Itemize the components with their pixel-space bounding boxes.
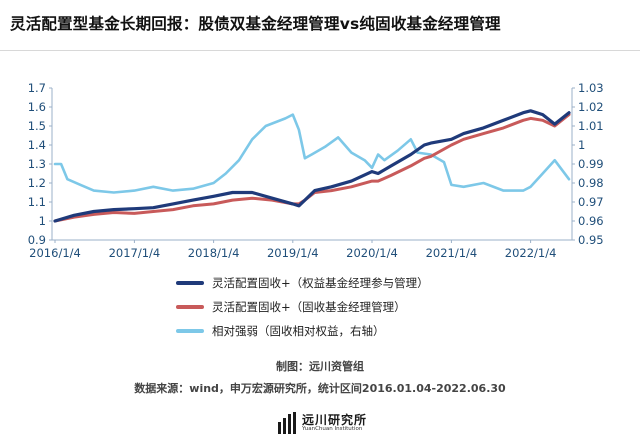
x-tick-label: 2021/1/4 bbox=[426, 246, 478, 260]
legend-label-1: 灵活配置固收+（权益基金经理参与管理） bbox=[212, 276, 429, 290]
y-left-tick-label: 1.1 bbox=[28, 195, 46, 209]
x-tick-label: 2016/1/4 bbox=[29, 246, 81, 260]
y-right-tick-label: 0.99 bbox=[578, 157, 604, 171]
y-right-tick-label: 1.03 bbox=[578, 81, 604, 95]
logo-text-en: YuanChuan Institution bbox=[302, 426, 363, 432]
line-chart: 0.9 1 1.1 1.2 1.3 1.4 1.5 1.6 1.7 0.95 0.96 0.97 0.9… bbox=[28, 81, 604, 338]
series-line-3 bbox=[53, 113, 571, 194]
y-left-tick-label: 1.4 bbox=[28, 138, 46, 152]
data-source-note: 数据来源：wind，申万宏源研究所，统计区间2016.01.04-2022.06… bbox=[134, 382, 506, 395]
y-right-tick-label: 1.01 bbox=[578, 119, 604, 133]
y-right-tick-label: 0.96 bbox=[578, 214, 604, 228]
legend-label-2: 灵活配置固收+（固收基金经理管理） bbox=[212, 300, 406, 314]
logo-mark-icon bbox=[278, 412, 298, 434]
y-right-tick-label: 0.95 bbox=[578, 233, 604, 247]
y-right-tick-label: 1.02 bbox=[578, 100, 604, 114]
y-left-tick-label: 0.9 bbox=[28, 233, 46, 247]
y-right-tick-label: 0.98 bbox=[578, 176, 604, 190]
x-tick-label: 2018/1/4 bbox=[188, 246, 240, 260]
chart-credit: 制图：远川资管组 bbox=[276, 360, 364, 373]
y-left-tick-label: 1.7 bbox=[28, 81, 46, 95]
x-tick-label: 2022/1/4 bbox=[505, 246, 557, 260]
y-right-tick-label: 1 bbox=[578, 138, 585, 152]
series-line-2 bbox=[53, 113, 571, 223]
institution-logo: 远川研究所 YuanChuan Institution bbox=[278, 410, 388, 436]
x-tick-label: 2017/1/4 bbox=[109, 246, 161, 260]
title-divider bbox=[0, 50, 640, 51]
legend-label-3: 相对强弱（固收相对权益，右轴） bbox=[212, 324, 385, 338]
logo-text-cn: 远川研究所 bbox=[302, 413, 368, 427]
y-left-tick-label: 1 bbox=[39, 214, 46, 228]
y-left-tick-label: 1.3 bbox=[28, 157, 46, 171]
y-left-tick-label: 1.2 bbox=[28, 176, 46, 190]
x-tick-label: 2020/1/4 bbox=[346, 246, 398, 260]
x-tick-label: 2019/1/4 bbox=[267, 246, 319, 260]
y-right-tick-label: 0.97 bbox=[578, 195, 604, 209]
y-left-tick-label: 1.6 bbox=[28, 100, 46, 114]
y-left-tick-label: 1.5 bbox=[28, 119, 46, 133]
chart-title: 灵活配置型基金长期回报：股债双基金经理管理vs纯固收基金经理管理 bbox=[10, 15, 501, 33]
series-line-1 bbox=[53, 109, 571, 223]
